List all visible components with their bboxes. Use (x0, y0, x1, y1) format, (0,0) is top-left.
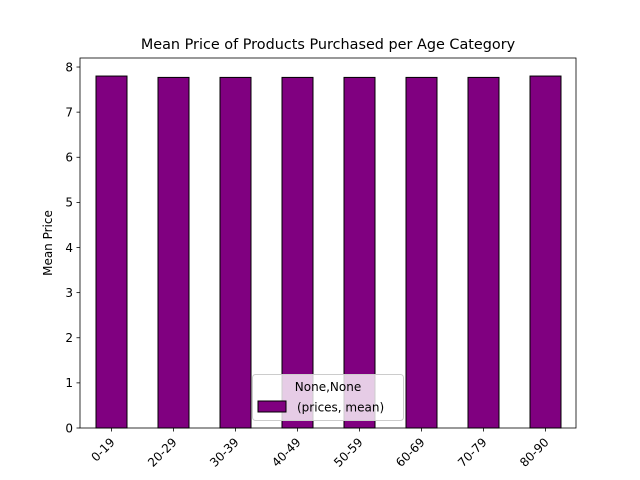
x-tick-label: 30-39 (207, 435, 242, 470)
bars-group (95, 75, 562, 429)
x-tick-label: 60-69 (393, 435, 428, 470)
x-tick-label: 80-90 (517, 435, 552, 470)
y-tick-label: 8 (65, 60, 73, 74)
y-tick-label: 4 (65, 241, 73, 255)
y-tick-label: 5 (65, 196, 73, 210)
legend-box (252, 374, 404, 421)
y-tick-label: 2 (65, 331, 73, 345)
x-axis-ticks: 0-19 20-29 30-39 40-49 50-59 60-69 70-79 80-90 (88, 428, 552, 470)
x-tick-label: 0-19 (88, 435, 117, 464)
x-tick-label: 70-79 (455, 435, 490, 470)
y-tick-label: 6 (65, 151, 73, 165)
bar-40-49 (281, 76, 314, 429)
bar-20-29 (157, 76, 190, 429)
y-tick-label: 1 (65, 376, 73, 390)
bar-60-69 (405, 76, 438, 429)
legend-swatch (257, 400, 287, 413)
y-tick-label: 0 (65, 421, 73, 435)
x-tick-label: 20-29 (145, 435, 180, 470)
legend: None,None (prices, mean) (252, 374, 404, 421)
y-tick-label: 3 (65, 286, 73, 300)
chart-title: Mean Price of Products Purchased per Age… (141, 37, 516, 53)
bar-70-79 (467, 76, 500, 429)
x-tick-label: 40-49 (269, 435, 304, 470)
legend-label: (prices, mean) (297, 401, 384, 415)
x-tick-label: 50-59 (331, 435, 366, 470)
plot-frame (79, 57, 577, 429)
legend-title: None,None (295, 380, 361, 394)
bar-0-19 (95, 75, 128, 429)
y-tick-label: 7 (65, 105, 73, 119)
y-axis-label: Mean Price (41, 210, 55, 276)
bar-80-90 (529, 75, 562, 429)
y-axis-ticks: 0 1 2 3 4 5 6 7 8 (65, 60, 80, 435)
bar-30-39 (219, 76, 252, 429)
